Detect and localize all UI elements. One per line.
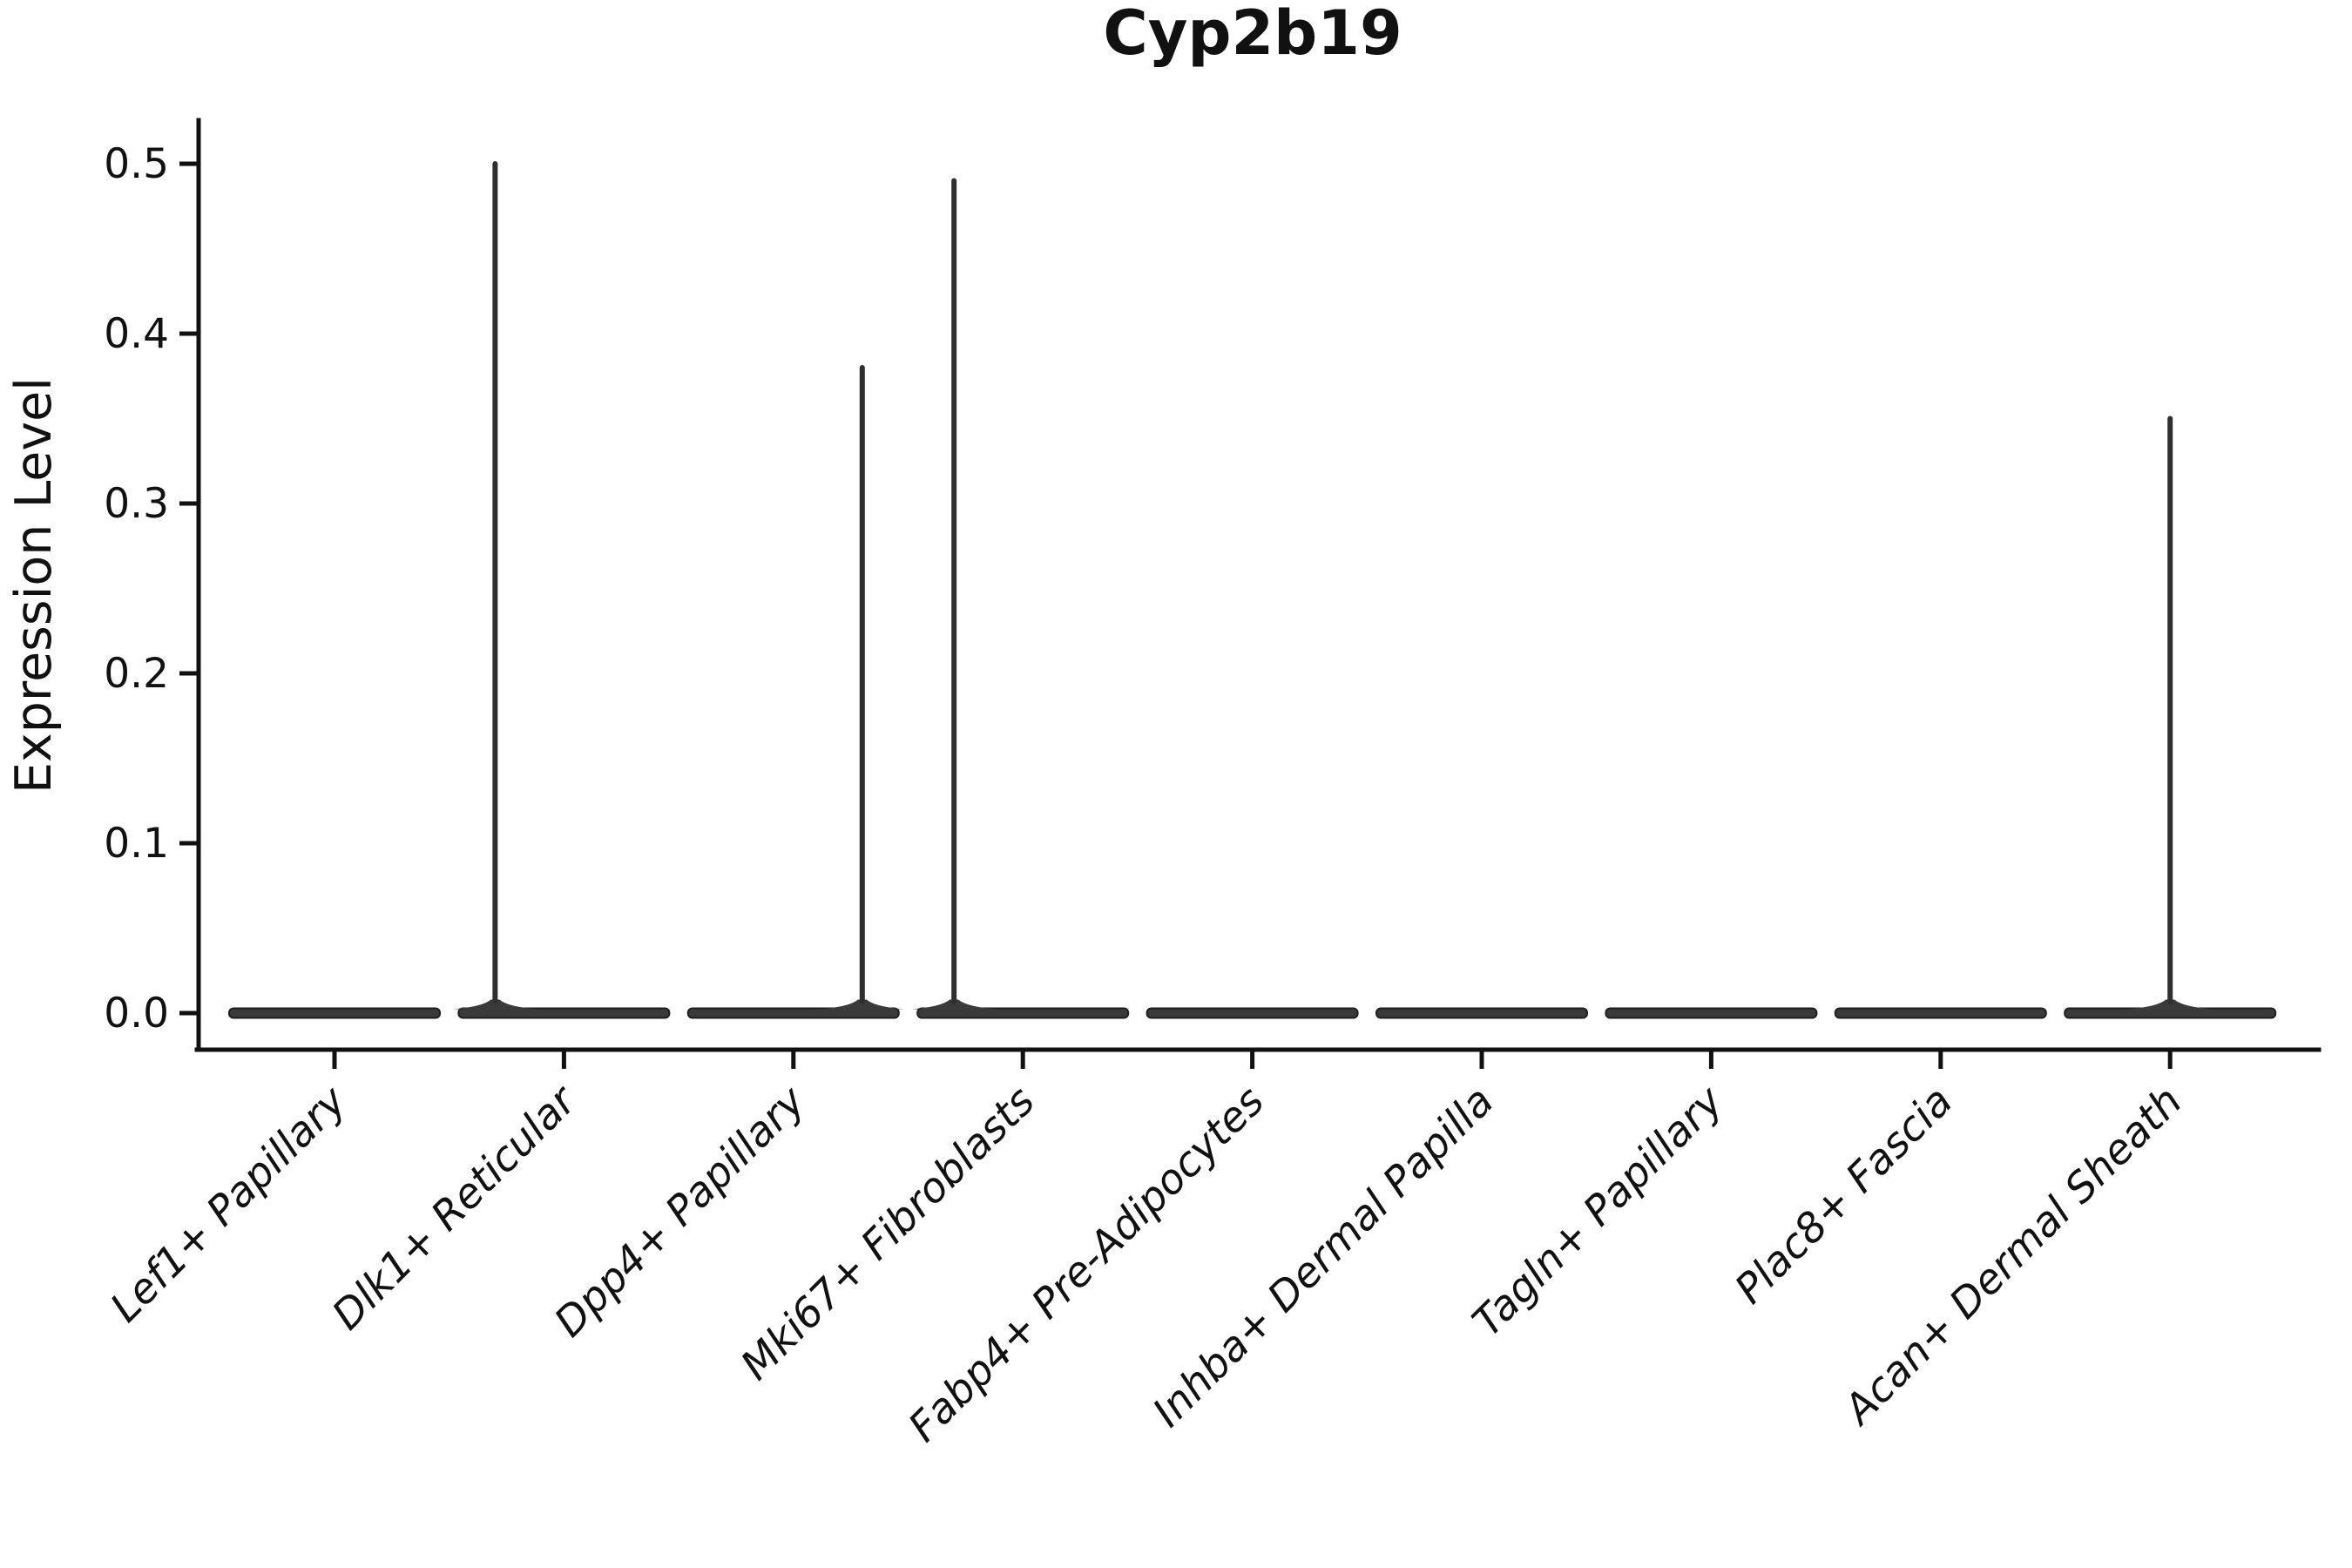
x-tick-label: Tagln+ Papillary <box>1463 1077 1734 1347</box>
plot-title: Cyp2b19 <box>1103 0 1402 69</box>
y-tick-label: 0.3 <box>104 480 169 528</box>
violin-spike-flare <box>2128 999 2213 1010</box>
violin-body <box>1146 1007 1359 1019</box>
violin-body <box>1605 1007 1818 1019</box>
x-tick-label: Plac8+ Fascia <box>1726 1078 1962 1314</box>
violin-spike-flare <box>820 999 904 1010</box>
violin-body <box>2064 1007 2277 1019</box>
violin-body <box>916 1007 1130 1019</box>
y-tick-label: 0.4 <box>104 310 169 358</box>
violin-body <box>228 1007 441 1019</box>
violin-body <box>1834 1007 2047 1019</box>
violin-spike-flare <box>453 999 537 1010</box>
violin-body <box>1375 1007 1588 1019</box>
y-tick-label: 0.5 <box>104 140 169 188</box>
y-tick-label: 0.2 <box>104 650 169 698</box>
y-axis-label: Expression Level <box>5 377 63 794</box>
x-tick-label: Dlk1+ Reticular <box>323 1076 587 1340</box>
x-tick-label: Dpp4+ Papillary <box>545 1077 815 1347</box>
y-tick-label: 0.1 <box>104 820 169 868</box>
y-tick-label: 0.0 <box>104 990 169 1037</box>
violin-spike-flare <box>912 999 997 1010</box>
violin-body <box>686 1007 900 1019</box>
violin-body <box>457 1007 671 1019</box>
x-tick-label: Lef1+ Papillary <box>101 1077 356 1332</box>
violin-layer <box>228 161 2277 1019</box>
